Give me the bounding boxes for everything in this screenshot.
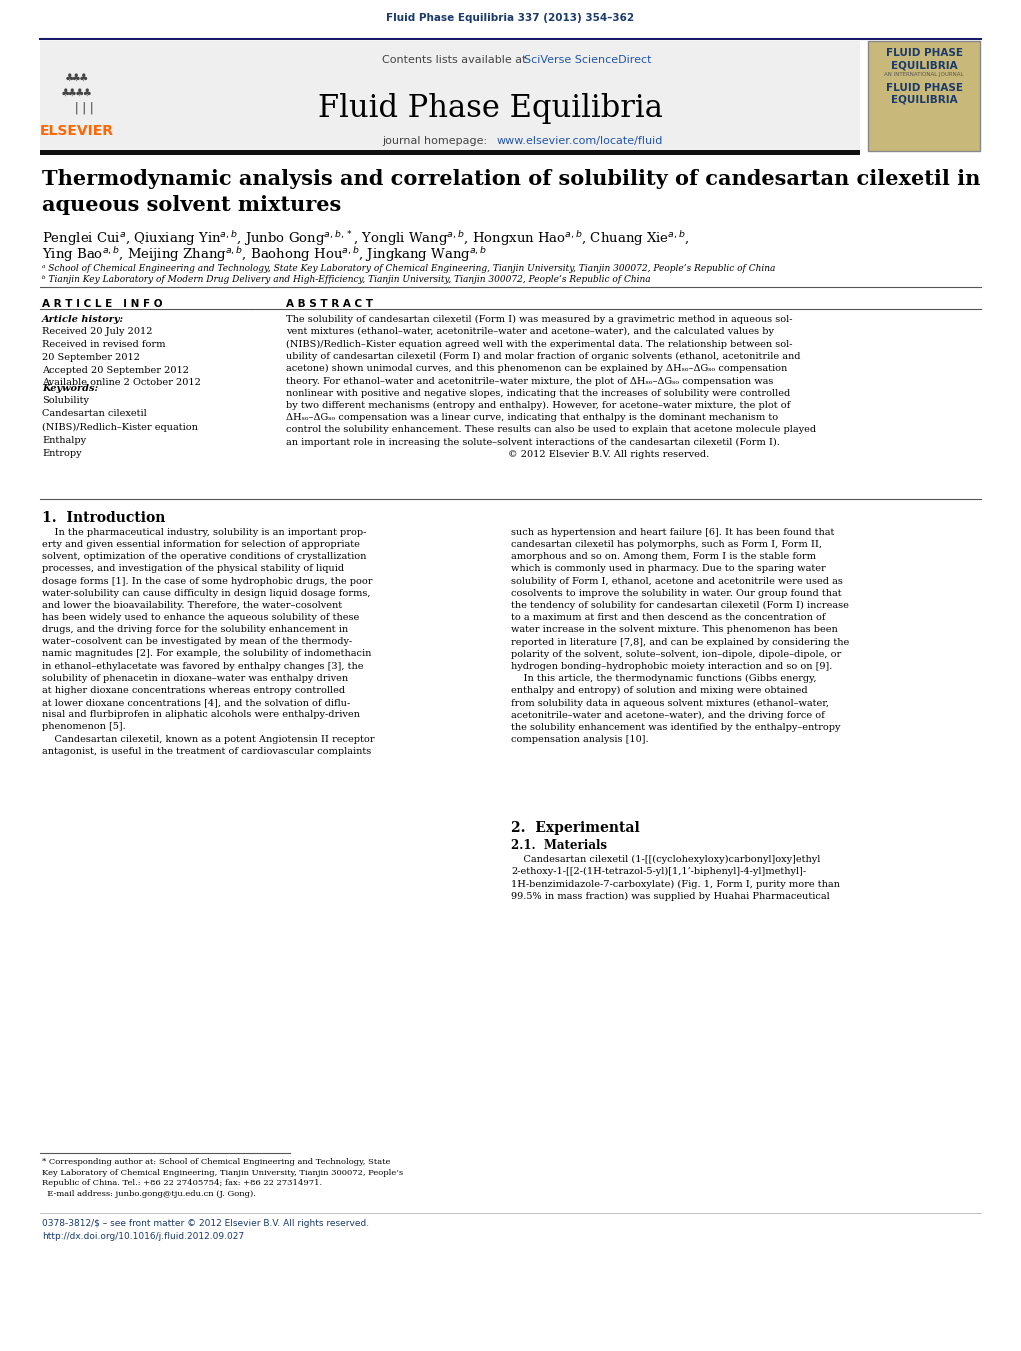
Bar bbox=[40, 150, 860, 155]
Bar bbox=[868, 41, 980, 151]
Text: ᵃ School of Chemical Engineering and Technology, State Key Laboratory of Chemica: ᵃ School of Chemical Engineering and Tec… bbox=[42, 263, 775, 273]
Text: EQUILIBRIA: EQUILIBRIA bbox=[890, 95, 958, 105]
Text: Thermodynamic analysis and correlation of solubility of candesartan cilexetil in: Thermodynamic analysis and correlation o… bbox=[42, 169, 980, 215]
Text: * Corresponding author at: School of Chemical Engineering and Technology, State
: * Corresponding author at: School of Che… bbox=[42, 1158, 403, 1198]
Text: A R T I C L E   I N F O: A R T I C L E I N F O bbox=[42, 299, 162, 309]
Text: Penglei Cui$^{a}$, Qiuxiang Yin$^{a,b}$, Junbo Gong$^{a,b,*}$, Yongli Wang$^{a,b: Penglei Cui$^{a}$, Qiuxiang Yin$^{a,b}$,… bbox=[42, 230, 689, 247]
Text: Article history:: Article history: bbox=[42, 315, 125, 324]
Text: Contents lists available at: Contents lists available at bbox=[382, 55, 530, 65]
Text: A B S T R A C T: A B S T R A C T bbox=[286, 299, 373, 309]
Text: AN INTERNATIONAL JOURNAL: AN INTERNATIONAL JOURNAL bbox=[884, 72, 964, 77]
Text: www.elsevier.com/locate/fluid: www.elsevier.com/locate/fluid bbox=[497, 136, 664, 146]
Text: ♣♣♣
♣♣♣♣
  |||: ♣♣♣ ♣♣♣♣ ||| bbox=[58, 72, 96, 115]
Text: In the pharmaceutical industry, solubility is an important prop-
erty and given : In the pharmaceutical industry, solubili… bbox=[42, 528, 375, 755]
Text: FLUID PHASE: FLUID PHASE bbox=[885, 49, 963, 58]
Text: 1.  Introduction: 1. Introduction bbox=[42, 511, 165, 526]
Text: Ying Bao$^{a,b}$, Meijing Zhang$^{a,b}$, Baohong Hou$^{a,b}$, Jingkang Wang$^{a,: Ying Bao$^{a,b}$, Meijing Zhang$^{a,b}$,… bbox=[42, 245, 487, 263]
Text: Solubility
Candesartan cilexetil
(NIBS)/Redlich–Kister equation
Enthalpy
Entropy: Solubility Candesartan cilexetil (NIBS)/… bbox=[42, 396, 198, 458]
Text: Fluid Phase Equilibria: Fluid Phase Equilibria bbox=[318, 93, 663, 124]
Text: FLUID PHASE: FLUID PHASE bbox=[885, 82, 963, 93]
Text: 0378-3812/$ – see front matter © 2012 Elsevier B.V. All rights reserved.
http://: 0378-3812/$ – see front matter © 2012 El… bbox=[42, 1219, 370, 1242]
Text: Keywords:: Keywords: bbox=[42, 384, 98, 393]
Text: 2.1.  Materials: 2.1. Materials bbox=[510, 839, 607, 852]
Text: ELSEVIER: ELSEVIER bbox=[40, 124, 114, 138]
Text: Fluid Phase Equilibria 337 (2013) 354–362: Fluid Phase Equilibria 337 (2013) 354–36… bbox=[386, 14, 634, 23]
Text: The solubility of candesartan cilexetil (Form I) was measured by a gravimetric m: The solubility of candesartan cilexetil … bbox=[286, 315, 816, 459]
Bar bbox=[40, 41, 860, 151]
Text: SciVerse ScienceDirect: SciVerse ScienceDirect bbox=[524, 55, 651, 65]
Text: journal homepage:: journal homepage: bbox=[382, 136, 491, 146]
Text: Candesartan cilexetil (1-[[(cyclohexyloxy)carbonyl]oxy]ethyl
2-ethoxy-1-[[2-(1H-: Candesartan cilexetil (1-[[(cyclohexylox… bbox=[510, 855, 840, 901]
Text: 2.  Experimental: 2. Experimental bbox=[510, 821, 640, 835]
Text: Received 20 July 2012
Received in revised form
20 September 2012
Accepted 20 Sep: Received 20 July 2012 Received in revise… bbox=[42, 327, 201, 388]
Text: EQUILIBRIA: EQUILIBRIA bbox=[890, 59, 958, 70]
Text: such as hypertension and heart failure [6]. It has been found that
candesartan c: such as hypertension and heart failure [… bbox=[510, 528, 849, 744]
Text: ᵇ Tianjin Key Laboratory of Modern Drug Delivery and High-Efficiency, Tianjin Un: ᵇ Tianjin Key Laboratory of Modern Drug … bbox=[42, 276, 650, 284]
